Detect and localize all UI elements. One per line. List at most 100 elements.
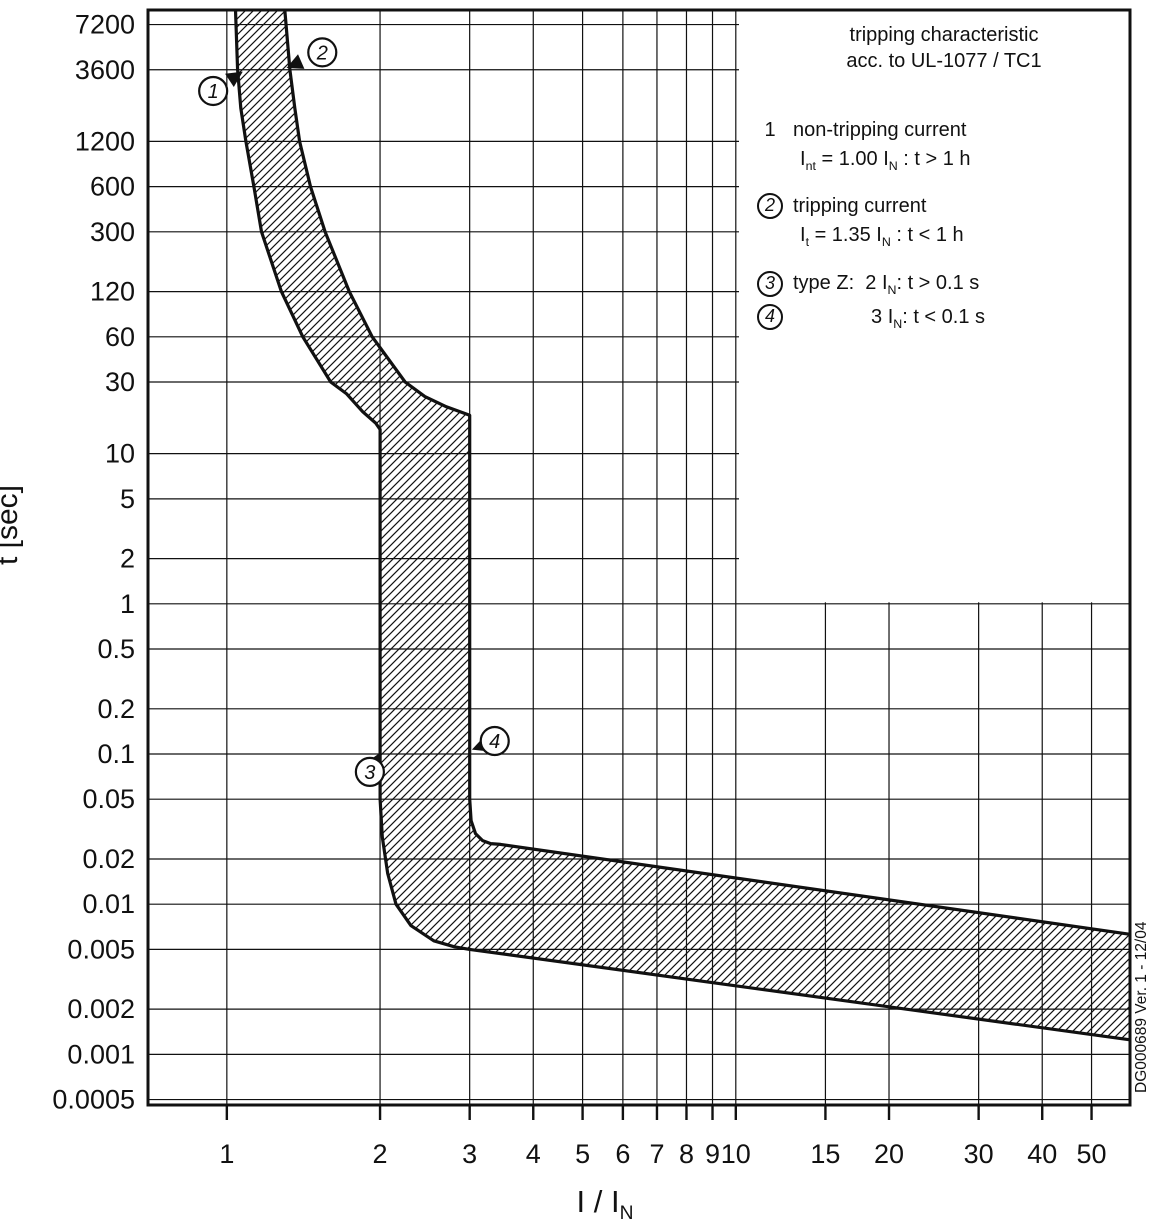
legend-title-line1: tripping characteristic [849,24,1039,46]
marker-pointer-1 [225,71,243,87]
x-tick-label: 40 [1027,1139,1057,1169]
subscript: N [888,159,898,174]
text-segment: type Z: 2 [793,272,882,295]
text-segment: I [887,305,894,328]
x-tick-label: 8 [679,1139,694,1169]
plot-border [146,8,1132,1107]
curve-tripping [283,9,1131,936]
y-tick-label: 0.1 [97,739,135,769]
legend: tripping characteristic acc. to UL-1077 … [757,22,1131,330]
y-tick-label: 1 [120,589,135,619]
x-tick-label: 30 [964,1139,994,1169]
x-tick-label: 10 [721,1139,751,1169]
text-segment: : t > 0.1 s [896,272,980,295]
legend-item-label: tripping current [793,193,926,219]
subscript: N [893,316,903,331]
legend-panel [739,11,1129,603]
x-tick-label: 15 [810,1139,840,1169]
y-tick-label: 0.001 [67,1039,135,1069]
x-tick-label: 9 [705,1139,720,1169]
y-tick-label: 1200 [75,126,135,156]
markers: 1 2 3 4 [198,37,510,788]
y-tick-label: 30 [105,367,135,397]
marker-label-1: 1 [208,81,219,103]
curve-non-tripping [233,9,1131,1042]
marker-label-2: 2 [316,42,328,64]
marker-circle-2 [307,37,338,68]
x-tick-label: 2 [373,1139,388,1169]
y-tick-label: 5 [120,484,135,514]
item-number: 1 [764,118,776,141]
x-tick-label: 20 [874,1139,904,1169]
y-tick-label: 3600 [75,55,135,85]
y-tick-label: 0.005 [67,934,135,964]
text-segment: I [883,148,889,171]
document-reference: DG000689 Ver. 1 - 12/04 [1133,921,1150,1093]
marker-label-4: 4 [489,731,500,753]
text-segment: = 1.00 [815,148,884,171]
legend-item-4: 4 3 IN: t < 0.1 s [757,303,1131,330]
circled-number-icon: 4 [757,303,783,330]
legend-item-formula: Int = 1.00 IN : t > 1 h [800,146,1131,172]
legend-title: tripping characteristic acc. to UL-1077 … [757,22,1131,75]
y-tick-label: 0.05 [82,784,135,814]
legend-items: 1 non-tripping current Int = 1.00 IN : t >… [757,117,1131,330]
y-tick-label: 600 [90,172,135,202]
tripping-band [233,9,1131,1042]
text-segment: = 1.35 [809,223,877,246]
text-segment: tripping current [793,194,927,217]
y-tick-label: 300 [90,217,135,247]
legend-item-label: 3 IN: t < 0.1 s [871,304,985,330]
x-tick-label: 5 [575,1139,590,1169]
x-tick-label: 7 [649,1139,664,1169]
y-tick-label: 0.2 [97,694,135,724]
marker-label-3: 3 [364,762,375,784]
y-tick-label: 0.01 [82,889,135,919]
text-segment: I [876,223,882,246]
text-segment: : t < 0.1 s [902,305,986,328]
legend-title-line2: acc. to UL-1077 / TC1 [846,50,1042,73]
axes: 1 2 3 4 5 6 7 8 9 10 15 20 30 40 507200360012006003001… [52,10,1106,1169]
y-tick-label: 0.5 [97,634,135,664]
y-tick-label: 120 [90,277,135,307]
subscript: t [805,234,810,249]
x-tick-label: 3 [462,1139,477,1169]
legend-item-label: type Z: 2 IN: t > 0.1 s [793,270,979,296]
y-tick-label: 0.0005 [52,1085,135,1115]
legend-item-2: 2 tripping current It = 1.35 IN : t < 1 h [757,192,1131,249]
text-segment: I [800,148,806,171]
x-tick-label: 4 [526,1139,541,1169]
y-tick-label: 10 [105,439,135,469]
text-segment: I [881,272,888,295]
y-axis-label: t [sec] [0,485,24,565]
marker-pointer-2 [286,54,305,69]
x-tick-label: 6 [615,1139,630,1169]
y-tick-label: 7200 [75,10,135,40]
marker-circle-3 [354,756,385,788]
text-segment: 3 [871,305,888,328]
x-axis-label: I / IN [577,1184,634,1223]
legend-item-formula: It = 1.35 IN : t < 1 h [800,222,1131,248]
circled-number-icon: 2 [757,192,783,219]
legend-item-label: non-tripping current [793,117,966,143]
marker-circle-4 [479,725,510,757]
y-tick-label: 0.02 [82,844,135,874]
x-tick-label: 50 [1077,1139,1107,1169]
subscript: N [881,234,891,249]
y-tick-label: 60 [105,322,135,352]
subscript: nt [805,159,816,174]
x-tick-label: 1 [219,1139,234,1169]
marker-circle-1 [198,75,229,107]
text-segment: : t > 1 h [897,148,971,171]
y-tick-label: 2 [120,544,135,574]
hatched-band-area [235,10,1130,1040]
text-segment: non-tripping current [793,118,967,141]
subscript: N [887,283,897,298]
text-segment: I [800,223,806,246]
text-segment: : t < 1 h [890,223,964,246]
y-tick-label: 0.002 [67,994,135,1024]
legend-item-3: 3 type Z: 2 IN: t > 0.1 s [757,270,1131,297]
circled-number-icon: 3 [757,270,783,297]
